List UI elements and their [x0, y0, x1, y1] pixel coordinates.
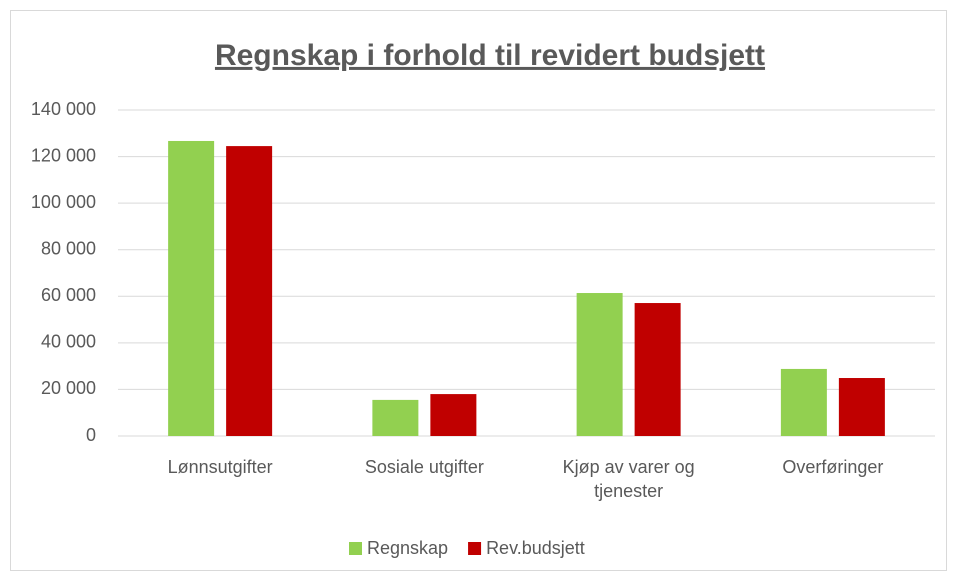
y-tick-label: 20 000 — [41, 378, 96, 398]
y-tick-label: 80 000 — [41, 238, 96, 258]
bar — [168, 140, 215, 436]
legend-swatch — [349, 542, 362, 555]
bar — [838, 378, 885, 436]
bar — [780, 368, 827, 436]
y-tick-label: 60 000 — [41, 285, 96, 305]
bar — [430, 394, 477, 436]
bar — [576, 293, 623, 436]
bar — [372, 399, 419, 436]
y-tick-label: 120 000 — [31, 145, 96, 165]
bar — [226, 146, 273, 437]
x-tick-label: Overføringer — [782, 457, 884, 477]
x-tick-label: Sosiale utgifter — [364, 457, 484, 477]
y-tick-label: 140 000 — [31, 99, 96, 119]
y-tick-label: 40 000 — [41, 332, 96, 352]
legend-swatch — [468, 542, 482, 555]
x-tick-label: Lønnsutgifter — [167, 457, 273, 477]
legend-label: Rev.budsjett — [486, 538, 585, 558]
legend-label: Regnskap — [367, 538, 448, 558]
bar — [634, 303, 681, 436]
y-tick-label: 0 — [86, 425, 96, 445]
chart-border — [10, 10, 947, 571]
x-tick-label: Kjøp av varer og tjenester — [562, 457, 695, 501]
chart-title: Regnskap i forhold til revidert budsjett — [215, 39, 765, 72]
y-tick-label: 100 000 — [31, 192, 96, 212]
